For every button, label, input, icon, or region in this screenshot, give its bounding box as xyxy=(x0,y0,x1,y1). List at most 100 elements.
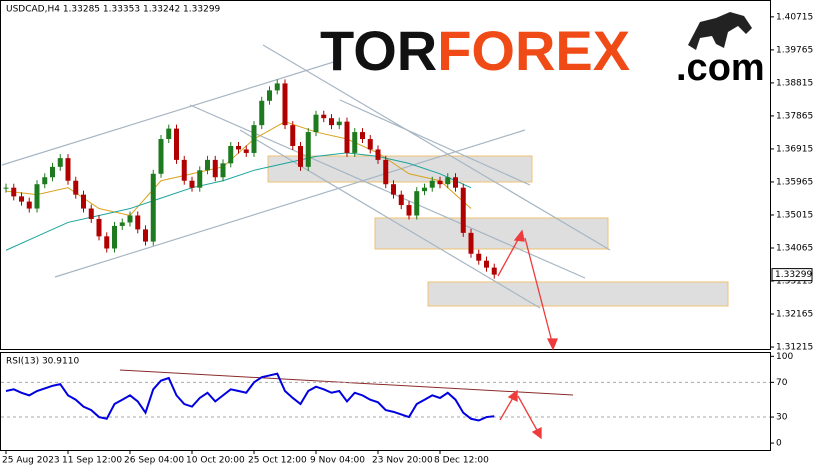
candle-body xyxy=(65,158,71,181)
candle-body xyxy=(104,236,110,249)
candle-body xyxy=(26,201,32,209)
candle-body xyxy=(73,180,79,195)
x-tick-label: 26 Sep 04:00 xyxy=(124,456,184,466)
candle-body xyxy=(484,260,489,268)
candle-body xyxy=(88,208,94,219)
candle-body xyxy=(197,170,203,188)
logo-text: TORFOREX xyxy=(320,19,630,82)
candle-body xyxy=(251,125,257,153)
candle-body xyxy=(352,132,358,153)
candle-body xyxy=(344,121,350,153)
logo-part: TOR xyxy=(320,19,437,82)
y-tick-label: 1.37865 xyxy=(776,111,813,121)
candle-body xyxy=(367,139,373,150)
rsi-frame xyxy=(0,352,771,451)
moving-average xyxy=(5,152,472,251)
logo-bull xyxy=(688,12,752,50)
arrow xyxy=(497,235,521,277)
x-tick-label: 11 Sep 12:00 xyxy=(62,456,122,466)
candle-body xyxy=(135,215,141,230)
candle-body xyxy=(228,145,234,164)
candle-body xyxy=(476,253,482,261)
candle-body xyxy=(313,114,319,133)
candle-body xyxy=(437,180,443,185)
y-tick-label: 1.31215 xyxy=(776,343,813,353)
y-tick-label: 70 xyxy=(776,378,788,388)
candle-body xyxy=(360,132,365,140)
candle-body xyxy=(189,180,195,188)
x-tick-label: 9 Nov 04:00 xyxy=(310,456,365,466)
y-tick-label: 1.33115 xyxy=(776,277,813,287)
candle-body xyxy=(143,229,148,242)
x-tick-label: 23 Nov 20:00 xyxy=(372,456,433,466)
logo-part: FOREX xyxy=(437,19,630,82)
candle-body xyxy=(150,173,156,242)
candle-body xyxy=(336,121,342,126)
zone xyxy=(427,281,729,307)
y-tick-label: 100 xyxy=(776,352,793,362)
y-tick-label: 1.32165 xyxy=(776,310,813,320)
y-tick-label: 1.35965 xyxy=(776,177,813,187)
y-tick-label: 1.39765 xyxy=(776,45,813,55)
candle-body xyxy=(11,187,17,197)
candle-body xyxy=(57,158,63,167)
candle-body xyxy=(112,225,117,249)
candle-body xyxy=(81,194,86,209)
price-frame xyxy=(0,0,771,350)
candle-body xyxy=(158,139,164,174)
y-tick-label: 1.35015 xyxy=(776,210,813,220)
candle-body xyxy=(212,159,218,178)
candle-body xyxy=(220,163,226,178)
candle-body xyxy=(127,215,133,223)
candle-body xyxy=(50,166,55,178)
arrow-head xyxy=(546,338,558,351)
candle-body xyxy=(321,114,327,119)
candle-body xyxy=(19,196,24,202)
rsi-line xyxy=(5,372,495,422)
y-tick-label: 1.38815 xyxy=(776,78,813,88)
candle-body xyxy=(282,83,288,126)
candle-body xyxy=(205,159,210,171)
arrow-head xyxy=(531,426,542,440)
candle-body xyxy=(298,145,303,167)
y-tick-label: 1.40715 xyxy=(776,12,813,22)
candle-body xyxy=(491,267,497,275)
candle-body xyxy=(259,100,265,126)
candle-body xyxy=(267,90,272,101)
candle-body xyxy=(398,194,404,206)
candle-body xyxy=(274,83,280,91)
candle-body xyxy=(305,132,311,167)
trend-line xyxy=(262,44,611,251)
candle-body xyxy=(445,177,451,185)
candle-body xyxy=(236,145,241,150)
candle-body xyxy=(414,191,420,216)
candle-body xyxy=(383,159,389,185)
candle-body xyxy=(468,232,474,254)
trend-line xyxy=(239,129,541,309)
candle-body xyxy=(3,187,9,189)
candle-body xyxy=(429,180,435,188)
trend-line xyxy=(54,129,526,278)
rsi-trend-line xyxy=(119,369,574,396)
x-tick-label: 25 Aug 2023 xyxy=(2,456,60,466)
y-tick-label: 1.34065 xyxy=(776,243,813,253)
candle-body xyxy=(460,187,466,233)
y-tick-label: 0 xyxy=(776,439,782,449)
current-price: 1.33299 xyxy=(775,270,812,280)
candle-body xyxy=(290,125,296,146)
candle-body xyxy=(119,222,125,226)
x-tick-label: 10 Oct 20:00 xyxy=(186,456,245,466)
logo-part: .com xyxy=(676,47,765,89)
zone xyxy=(374,217,609,250)
candle-body xyxy=(329,118,334,126)
candle-body xyxy=(391,184,396,195)
price-marker xyxy=(771,268,813,282)
candle-body xyxy=(181,159,187,181)
trend-line xyxy=(1,59,341,166)
candle-body xyxy=(42,177,48,185)
arrow xyxy=(499,395,515,421)
x-tick-label: 8 Dec 12:00 xyxy=(434,456,489,466)
y-tick-label: 30 xyxy=(776,413,788,423)
candle-body xyxy=(243,149,249,153)
